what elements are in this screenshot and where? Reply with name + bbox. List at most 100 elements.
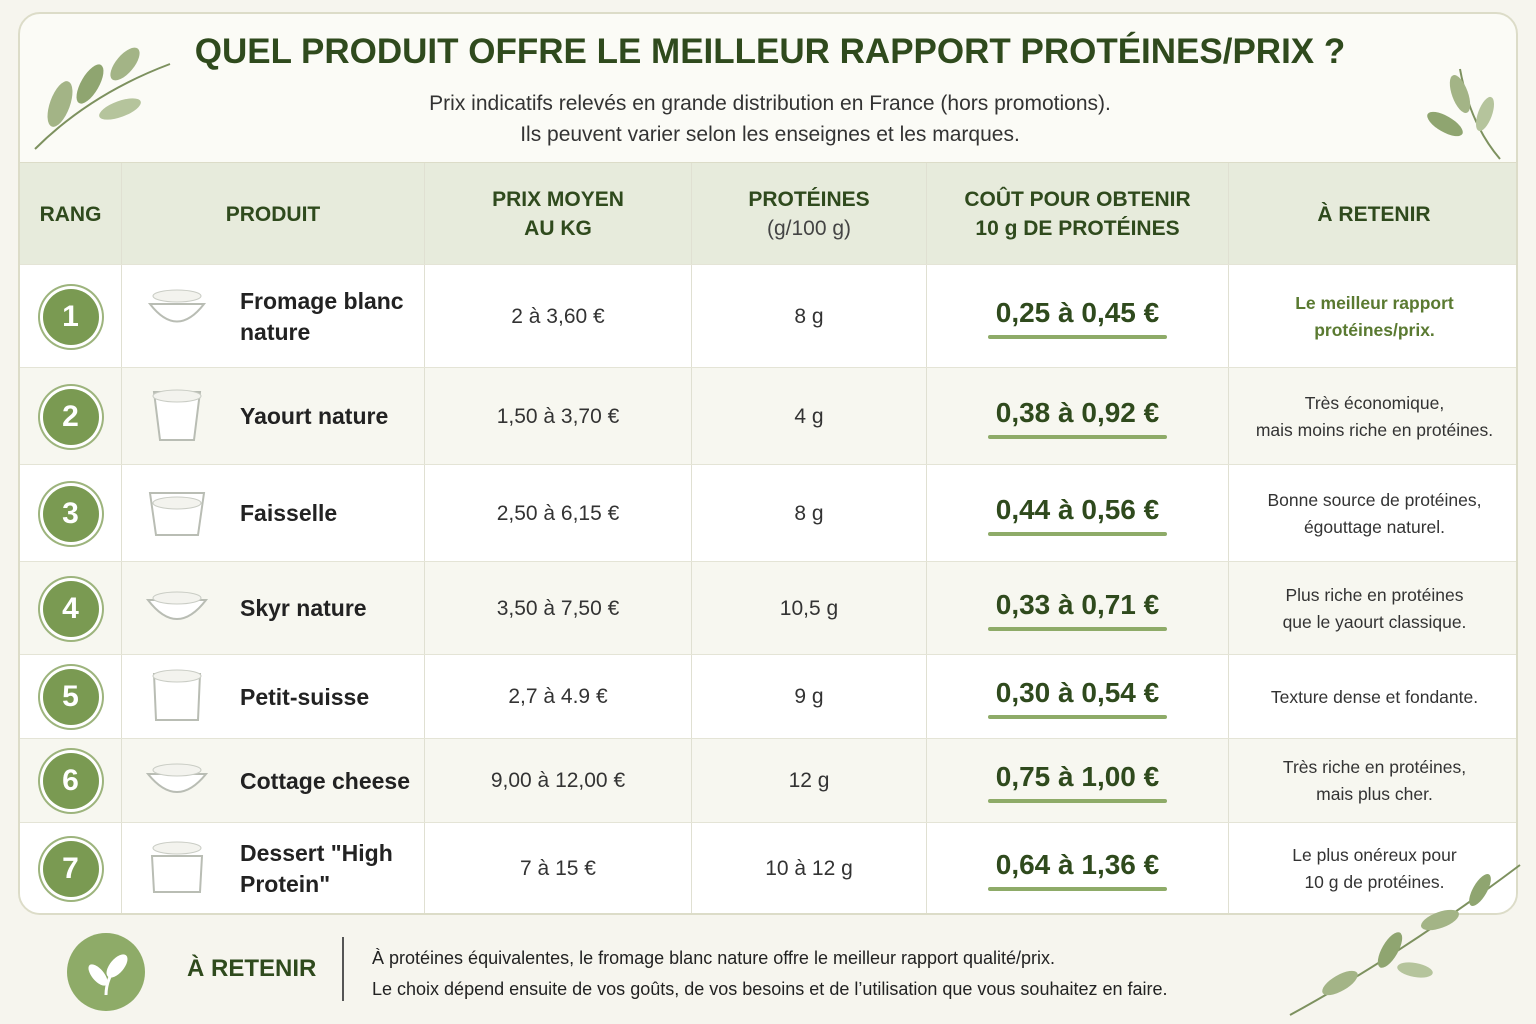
- rank-cell: 5: [20, 655, 122, 739]
- product-name: Skyr nature: [240, 595, 367, 621]
- product-icon: [145, 591, 209, 620]
- footer-line: Le choix dépend ensuite de vos goûts, de…: [372, 979, 1168, 999]
- footer-line: À protéines équivalentes, le fromage bla…: [372, 948, 1056, 968]
- note-cell: Texture dense et fondante.: [1229, 655, 1516, 739]
- header-row: RANG PRODUIT PRIX MOYEN AU KG PROTÉINES (g/10…: [20, 162, 1516, 265]
- title: QUEL PRODUIT OFFRE LE MEILLEUR RAPPORT P…: [194, 32, 1346, 71]
- product-cell: Yaourt nature: [122, 368, 425, 465]
- protein: 12 g: [788, 769, 830, 792]
- protein: 4 g: [794, 404, 824, 428]
- cost-underline: [987, 887, 1168, 891]
- rank-badge: 6: [42, 753, 99, 809]
- product-cell: Faisselle: [122, 465, 425, 562]
- cost-underline: [987, 799, 1168, 803]
- leaf-decoration: [1427, 68, 1501, 160]
- note-line: que le yaourt classique.: [1282, 611, 1467, 632]
- protein: 10,5 g: [779, 596, 839, 620]
- table-row: 7 Dessert "High Protein" 7 à 15 € 10 à 12 g 0…: [20, 822, 1516, 913]
- rank-cell: 3: [20, 465, 122, 562]
- column-header-line: À RETENIR: [1317, 202, 1431, 226]
- price: 2 à 3,60 €: [511, 304, 605, 328]
- product-name: Yaourt nature: [240, 403, 389, 429]
- note-line: 10 g de protéines.: [1304, 872, 1445, 892]
- cost-underline: [987, 531, 1168, 536]
- note-line: Très économique,: [1304, 392, 1445, 413]
- product-icon: [152, 389, 202, 441]
- rank-badge: 5: [42, 669, 99, 725]
- price: 2,50 à 6,15 €: [496, 501, 620, 525]
- note-line: Le plus onéreux pour: [1292, 845, 1457, 865]
- column-header-line: 10 g DE PROTÉINES: [975, 217, 1180, 240]
- price: 1,50 à 3,70 €: [496, 404, 620, 428]
- column-header-line: AU KG: [524, 217, 592, 240]
- note-cell: Très riche en protéines, mais plus cher.: [1229, 739, 1516, 823]
- price: 3,50 à 7,50 €: [496, 596, 620, 620]
- protein-cell: 4 g: [692, 368, 927, 465]
- card: QUEL PRODUIT OFFRE LE MEILLEUR RAPPORT P…: [18, 12, 1518, 915]
- note-line: mais moins riche en protéines.: [1255, 419, 1494, 440]
- rank-cell: 2: [20, 368, 122, 465]
- note-cell: Plus riche en protéines que le yaourt cla…: [1229, 562, 1516, 655]
- subtitle-line: Ils peuvent varier selon les enseignes e…: [520, 123, 1020, 146]
- note-line: Très riche en protéines,: [1282, 757, 1467, 777]
- product-name: nature: [240, 318, 311, 345]
- note-line: mais plus cher.: [1316, 784, 1433, 804]
- column-header: PRODUIT: [122, 163, 425, 265]
- product-cell: Cottage cheese: [122, 739, 425, 823]
- cost-cell: 0,38 à 0,92 €: [927, 368, 1229, 465]
- product-icon: [148, 491, 206, 536]
- leaf-decoration: [1289, 864, 1521, 1016]
- protein-cell: 8 g: [692, 265, 927, 368]
- note-line: Texture dense et fondante.: [1270, 686, 1479, 707]
- product-name: Protein": [240, 871, 331, 897]
- note-line: Plus riche en protéines: [1285, 584, 1464, 605]
- footer-text: À protéines équivalentes, le fromage bla…: [372, 943, 1168, 1005]
- protein-cell: 9 g: [692, 655, 927, 739]
- cost-underline: [987, 334, 1168, 339]
- price-cell: 3,50 à 7,50 €: [425, 562, 692, 655]
- cost: 0,44 à 0,56 €: [987, 494, 1168, 536]
- divider: [342, 937, 344, 1001]
- price: 2,7 à 4.9 €: [508, 685, 608, 708]
- footer-label: À RETENIR: [187, 955, 317, 982]
- note-line: Bonne source de protéines,: [1267, 489, 1482, 510]
- protein: 8 g: [794, 501, 824, 525]
- rank-badge: 2: [42, 388, 99, 445]
- protein-cell: 8 g: [692, 465, 927, 562]
- table-row: 4 Skyr nature 3,50 à 7,50 € 10,5 g 0,33 à 0,…: [20, 561, 1516, 655]
- cost-cell: 0,30 à 0,54 €: [927, 655, 1229, 739]
- cost: 0,30 à 0,54 €: [987, 677, 1168, 719]
- column-header-line: RANG: [39, 202, 102, 226]
- cost-cell: 0,44 à 0,56 €: [927, 465, 1229, 562]
- product-name: Fromage blanc: [240, 287, 404, 314]
- note-cell: Le meilleur rapport protéines/prix.: [1229, 265, 1516, 368]
- note-line: protéines/prix.: [1314, 319, 1435, 340]
- cost: 0,38 à 0,92 €: [987, 397, 1168, 439]
- price-cell: 2,50 à 6,15 €: [425, 465, 692, 562]
- rank-badge: 7: [42, 841, 99, 897]
- table-row: 5 Petit-suisse 2,7 à 4.9 € 9 g 0,30 à 0,54 €…: [20, 654, 1516, 739]
- note-cell: Bonne source de protéines, égouttage natu…: [1229, 465, 1516, 562]
- product-cell: Dessert "High Protein": [122, 823, 425, 913]
- column-header: PRIX MOYEN AU KG: [425, 163, 692, 265]
- protein-cell: 12 g: [692, 739, 927, 823]
- leaf-decoration: [34, 47, 171, 150]
- table-row: 2 Yaourt nature 1,50 à 3,70 € 4 g 0,38 à 0,9…: [20, 367, 1516, 465]
- subtitle-line: Prix indicatifs relevés en grande distri…: [429, 92, 1111, 115]
- product-icon: [147, 289, 207, 322]
- table-row: 3 Faisselle 2,50 à 6,15 € 8 g 0,44 à 0,56 € B…: [20, 464, 1516, 562]
- cost-cell: 0,75 à 1,00 €: [927, 739, 1229, 823]
- product-cell: Petit-suisse: [122, 655, 425, 739]
- table-row: 6 Cottage cheese 9,00 à 12,00 € 12 g 0,75 à …: [20, 738, 1516, 823]
- footer-icon: [67, 933, 145, 1011]
- rank-cell: 4: [20, 562, 122, 655]
- price-cell: 2 à 3,60 €: [425, 265, 692, 368]
- cost: 0,25 à 0,45 €: [987, 297, 1168, 339]
- protein: 8 g: [794, 304, 824, 328]
- column-header-line: PROTÉINES: [748, 188, 870, 211]
- rank-badge: 4: [42, 580, 99, 637]
- product-name: Dessert "High: [240, 840, 393, 866]
- column-header-line: PRIX MOYEN: [492, 188, 624, 211]
- footer: À RETENIR À protéines équivalentes, le f…: [0, 864, 1536, 1024]
- cost-underline: [987, 715, 1168, 719]
